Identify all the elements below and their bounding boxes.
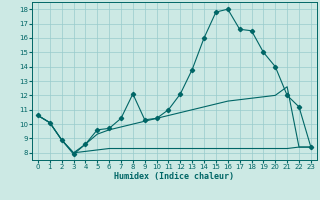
X-axis label: Humidex (Indice chaleur): Humidex (Indice chaleur) (115, 172, 234, 181)
